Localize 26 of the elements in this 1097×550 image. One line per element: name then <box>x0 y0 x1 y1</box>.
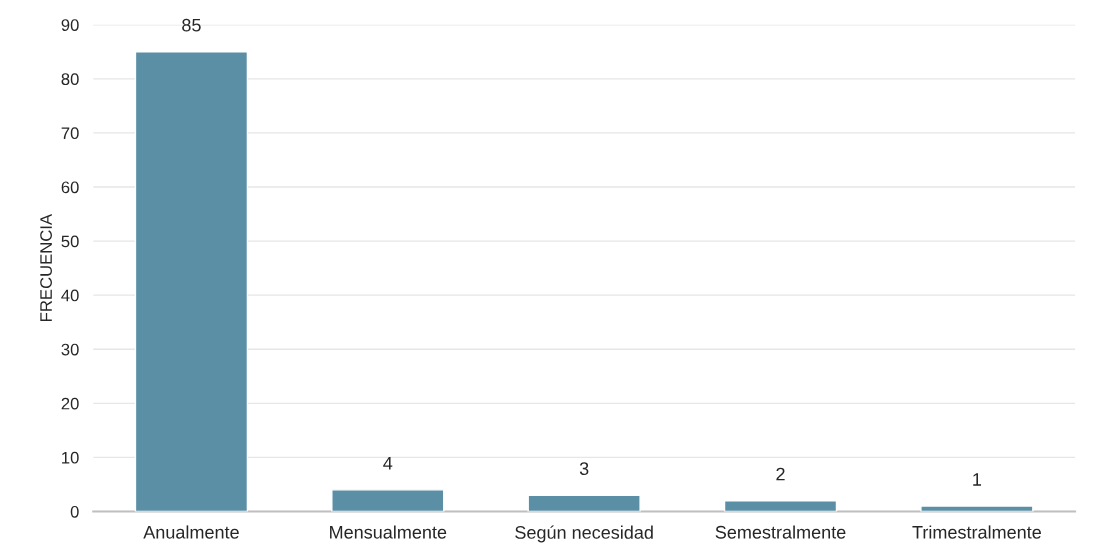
x-tick-label: Según necesidad <box>515 525 653 543</box>
bar <box>723 499 838 512</box>
data-label: 3 <box>579 462 589 476</box>
y-tick-label: 50 <box>61 235 79 248</box>
y-tick-label: 80 <box>61 73 79 86</box>
x-tick-label: Semestralmente <box>715 525 846 539</box>
y-tick-label: 70 <box>61 127 79 140</box>
bar <box>527 494 641 512</box>
y-tick-label: 40 <box>61 289 79 302</box>
x-tick-label: Anualmente <box>143 525 239 539</box>
y-tick-label: 0 <box>70 505 79 518</box>
y-tick-label: 90 <box>61 19 79 31</box>
bar <box>331 489 445 512</box>
data-label: 85 <box>182 18 201 32</box>
x-tick-label: Trimestralmente <box>912 525 1041 539</box>
bar <box>920 505 1034 512</box>
y-tick-label: 30 <box>61 343 79 356</box>
y-tick-label: 60 <box>61 181 79 194</box>
y-axis-title: FRECUENCIA <box>40 213 52 321</box>
y-tick-label: 10 <box>62 451 79 464</box>
y-tick-label: 20 <box>61 397 79 410</box>
x-tick-label: Mensualmente <box>330 525 447 539</box>
data-label: 1 <box>973 473 982 486</box>
data-label: 2 <box>776 467 785 481</box>
bar <box>134 51 249 512</box>
data-label: 4 <box>383 457 393 470</box>
